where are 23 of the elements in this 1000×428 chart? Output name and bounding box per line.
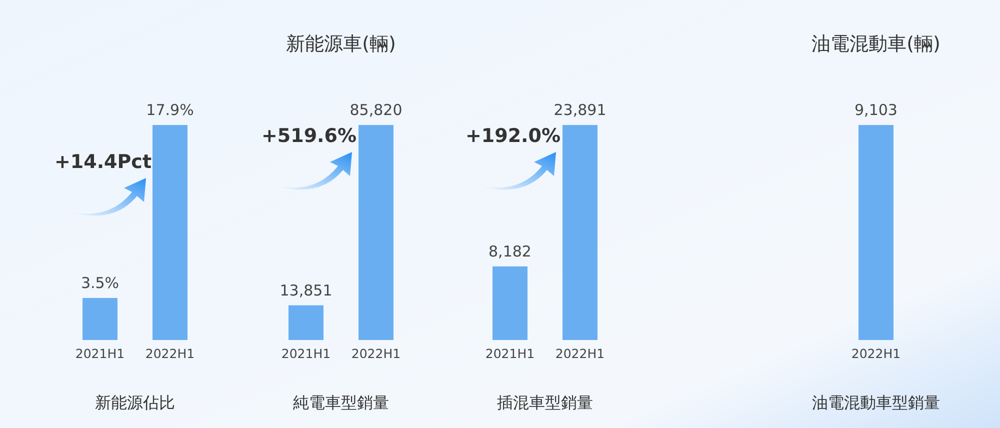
x-tick-label: 2021H1 xyxy=(485,346,535,361)
x-tick-label: 2022H1 xyxy=(555,346,605,361)
annotation: +14.4Pct xyxy=(54,151,152,173)
x-axis-title: 油電混動車型銷量 xyxy=(812,393,940,412)
data-label: 23,891 xyxy=(554,101,606,119)
x-tick-label: 2022H1 xyxy=(145,346,195,361)
x-axis-title: 新能源佔比 xyxy=(95,393,175,412)
x-axis-title: 插混車型銷量 xyxy=(497,393,593,412)
data-label: 85,820 xyxy=(350,101,402,119)
data-label: 13,851 xyxy=(280,281,332,300)
data-label: 9,103 xyxy=(854,101,898,119)
chart-title: 油電混動車(輛) xyxy=(812,33,940,55)
chart-title: 新能源車(輛) xyxy=(286,33,396,55)
x-tick-label: 2022H1 xyxy=(851,346,901,361)
data-label: 17.9% xyxy=(146,101,194,119)
annotation: +519.6% xyxy=(261,125,357,147)
data-label: 3.5% xyxy=(80,274,120,292)
annotation: +192.0% xyxy=(465,125,561,147)
x-axis-title: 純電車型銷量 xyxy=(293,393,389,412)
x-tick-label: 2021H1 xyxy=(75,346,125,361)
x-tick-label: 2022H1 xyxy=(351,346,401,361)
data-label: 8,182 xyxy=(488,242,532,260)
x-tick-label: 2021H1 xyxy=(281,346,331,361)
